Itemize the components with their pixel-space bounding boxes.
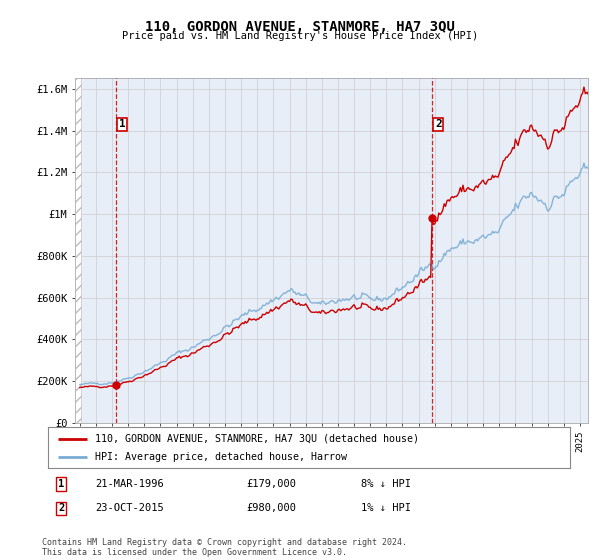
Text: £179,000: £179,000 (247, 479, 296, 489)
Text: 21-MAR-1996: 21-MAR-1996 (95, 479, 164, 489)
Text: 1: 1 (119, 119, 125, 129)
Bar (75, 78, 81, 423)
Bar (75, 78, 81, 423)
Text: 1% ↓ HPI: 1% ↓ HPI (361, 503, 411, 514)
Text: 2: 2 (435, 119, 442, 129)
Text: Contains HM Land Registry data © Crown copyright and database right 2024.
This d: Contains HM Land Registry data © Crown c… (42, 538, 407, 557)
Text: HPI: Average price, detached house, Harrow: HPI: Average price, detached house, Harr… (95, 452, 347, 461)
Text: Price paid vs. HM Land Registry's House Price Index (HPI): Price paid vs. HM Land Registry's House … (122, 31, 478, 41)
Text: 2: 2 (58, 503, 64, 514)
Text: 1: 1 (58, 479, 64, 489)
Text: 110, GORDON AVENUE, STANMORE, HA7 3QU (detached house): 110, GORDON AVENUE, STANMORE, HA7 3QU (d… (95, 433, 419, 444)
Text: 110, GORDON AVENUE, STANMORE, HA7 3QU: 110, GORDON AVENUE, STANMORE, HA7 3QU (145, 20, 455, 34)
Text: 8% ↓ HPI: 8% ↓ HPI (361, 479, 411, 489)
Text: £980,000: £980,000 (247, 503, 296, 514)
Text: 23-OCT-2015: 23-OCT-2015 (95, 503, 164, 514)
